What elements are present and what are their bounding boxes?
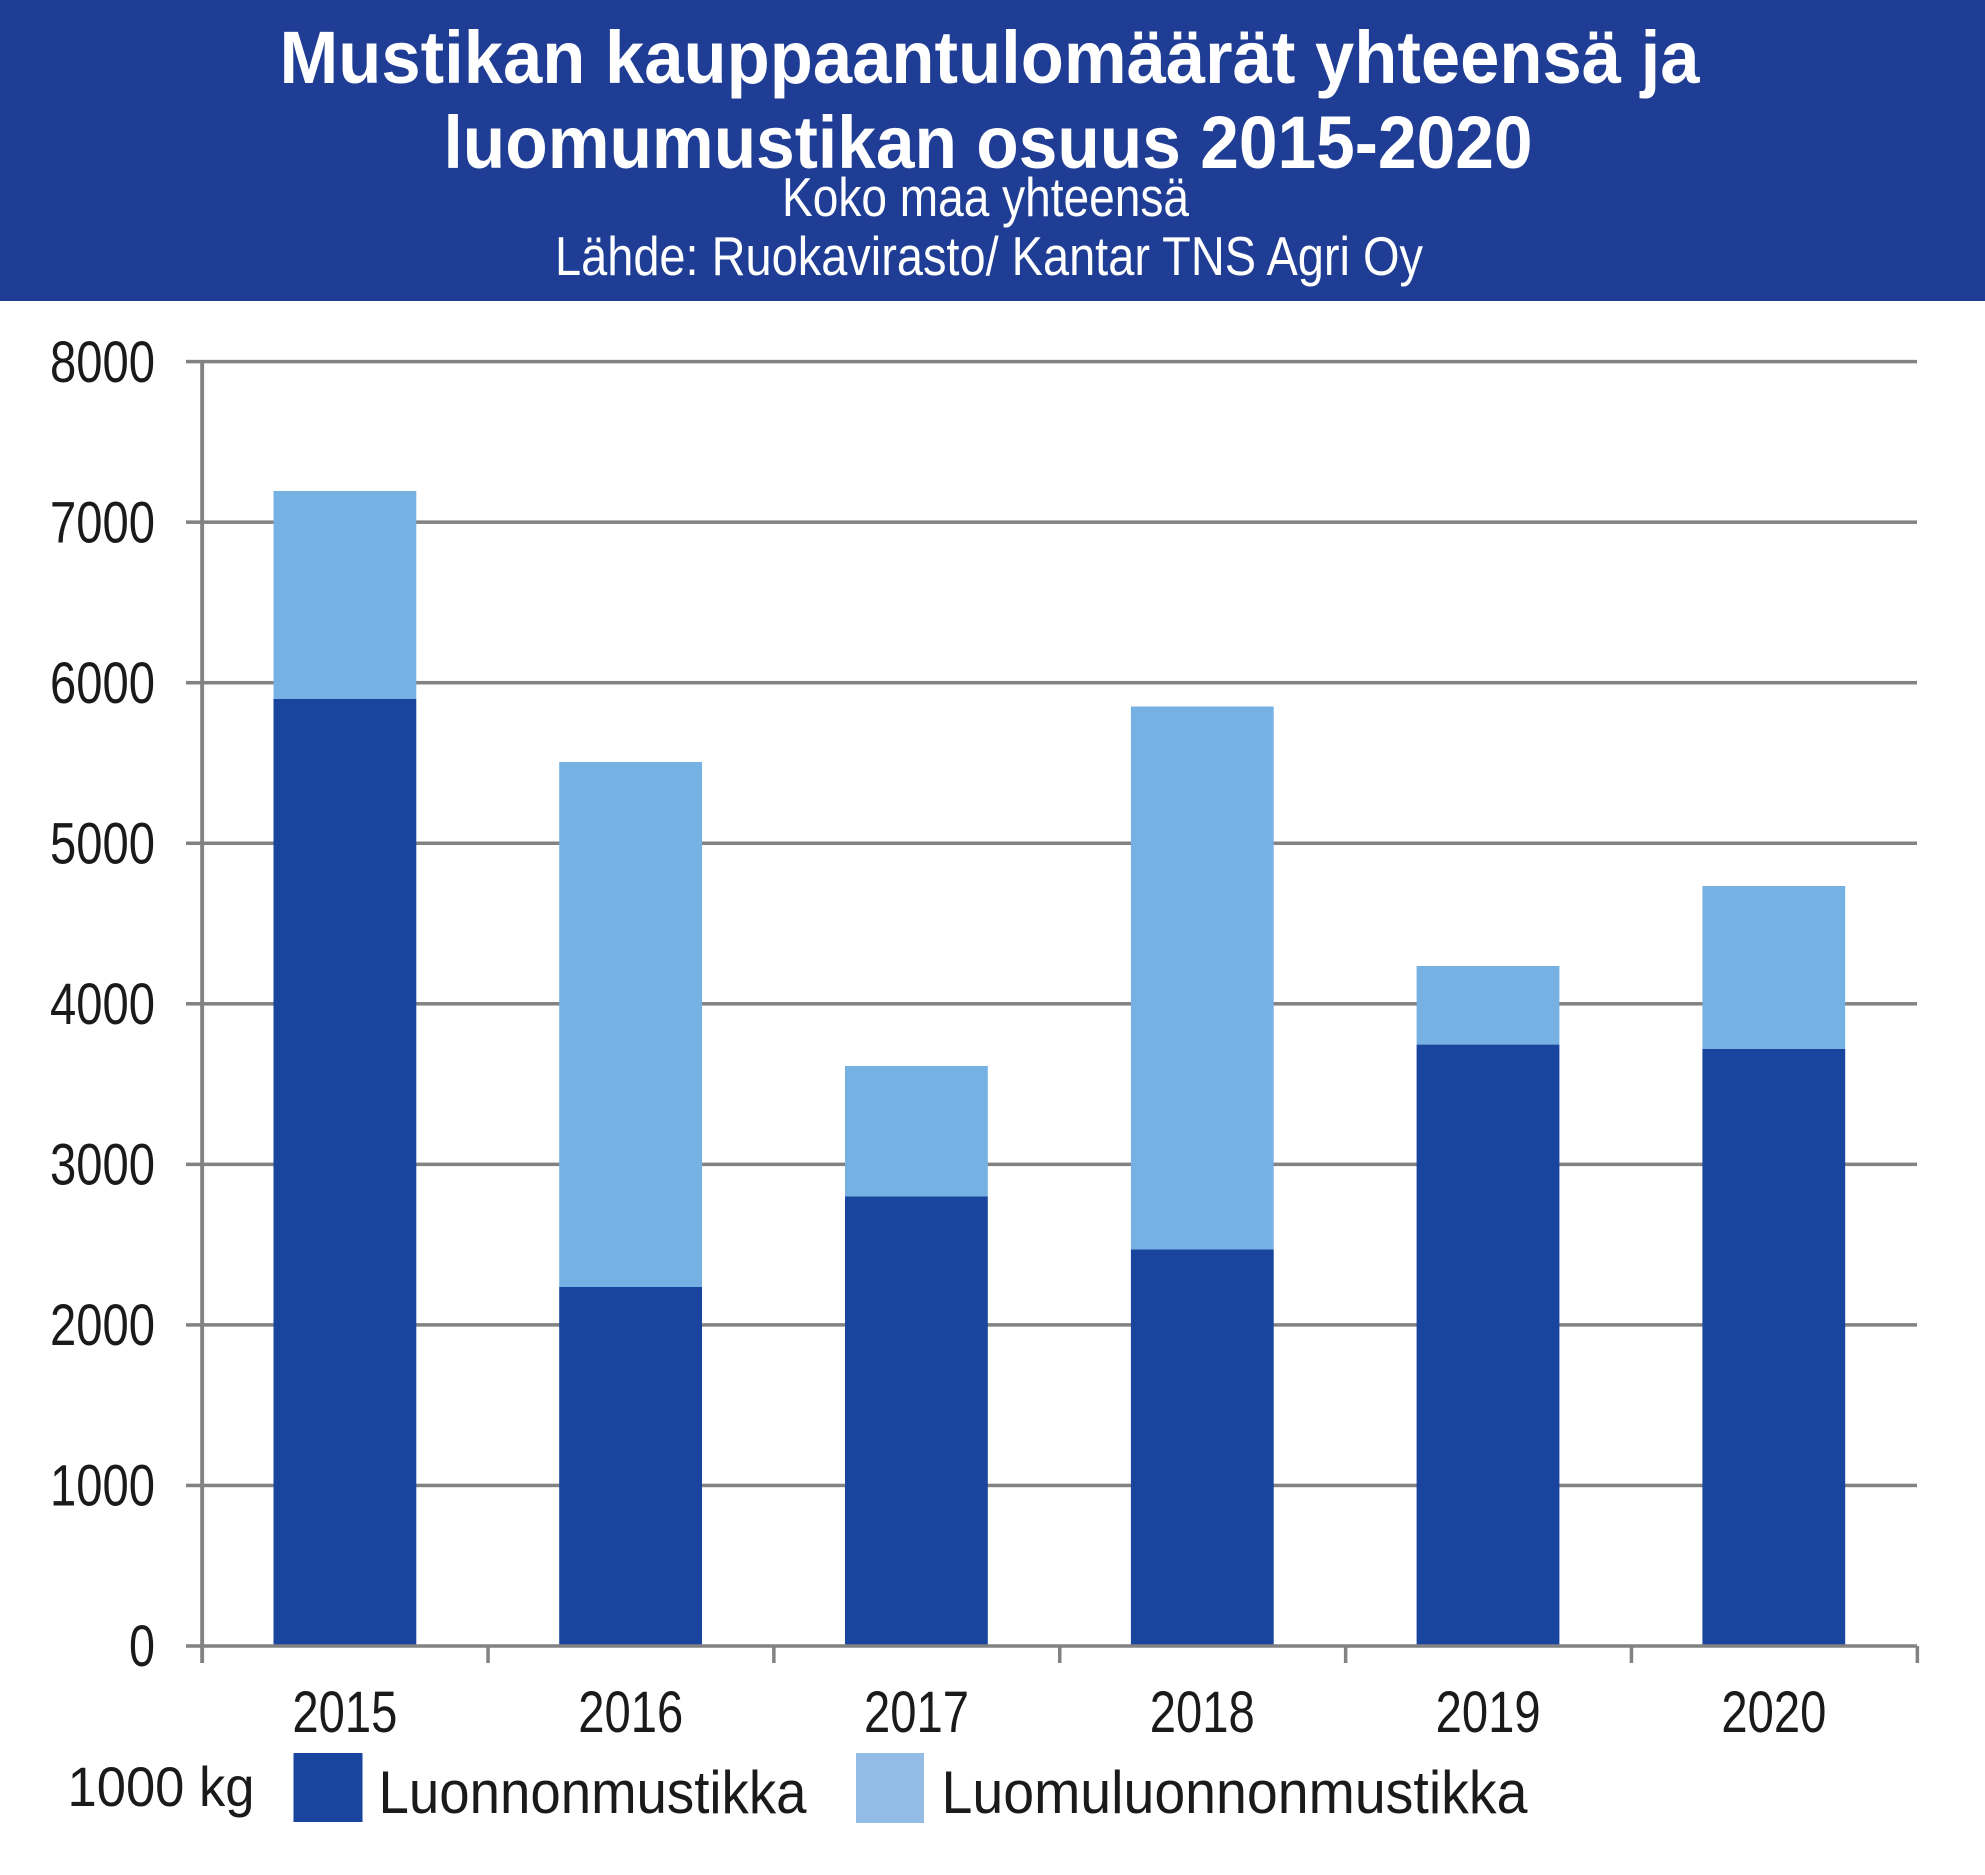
svg-text:1000: 1000	[50, 1454, 155, 1519]
svg-text:2016: 2016	[578, 1680, 683, 1745]
svg-text:2020: 2020	[1721, 1680, 1826, 1745]
svg-text:Lähde: Ruokavirasto/ Kantar TN: Lähde: Ruokavirasto/ Kantar TNS Agri Oy	[555, 225, 1423, 287]
svg-text:2019: 2019	[1436, 1680, 1541, 1745]
svg-text:luomumustikan osuus 2015-2020: luomumustikan osuus 2015-2020	[444, 101, 1533, 184]
svg-text:Luonnonmustikka: Luonnonmustikka	[379, 1759, 808, 1826]
svg-text:2018: 2018	[1150, 1680, 1255, 1745]
svg-text:Koko maa yhteensä: Koko maa yhteensä	[782, 166, 1189, 228]
svg-text:2000: 2000	[50, 1293, 155, 1358]
svg-text:4000: 4000	[50, 972, 155, 1037]
svg-text:1000 kg: 1000 kg	[68, 1756, 255, 1818]
svg-text:Luomuluonnonmustikka: Luomuluonnonmustikka	[942, 1759, 1529, 1826]
svg-text:7000: 7000	[50, 490, 155, 555]
svg-text:5000: 5000	[50, 811, 155, 876]
svg-text:Mustikan kauppaantulomäärät yh: Mustikan kauppaantulomäärät yhteensä ja	[280, 16, 1701, 99]
svg-text:8000: 8000	[50, 330, 155, 395]
svg-text:0: 0	[129, 1614, 155, 1679]
svg-text:3000: 3000	[50, 1133, 155, 1198]
svg-text:2015: 2015	[292, 1680, 397, 1745]
svg-text:6000: 6000	[50, 651, 155, 716]
svg-text:2017: 2017	[864, 1680, 969, 1745]
